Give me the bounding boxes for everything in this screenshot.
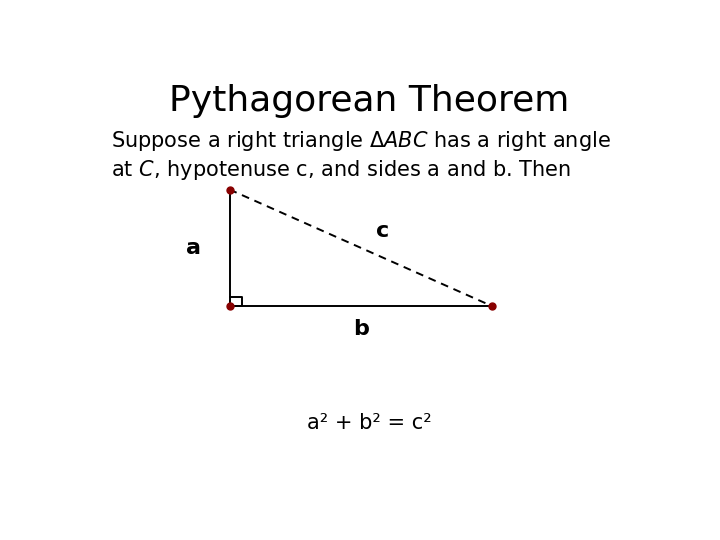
Text: a: a	[186, 238, 201, 258]
Text: Suppose a right triangle $\Delta\mathit{ABC}$ has a right angle: Suppose a right triangle $\Delta\mathit{…	[111, 129, 611, 153]
Text: at $\mathit{C}$, hypotenuse c, and sides a and b. Then: at $\mathit{C}$, hypotenuse c, and sides…	[111, 158, 571, 183]
Text: Pythagorean Theorem: Pythagorean Theorem	[168, 84, 570, 118]
Text: b: b	[353, 319, 369, 339]
Text: a² + b² = c²: a² + b² = c²	[307, 413, 431, 433]
Text: c: c	[377, 221, 390, 241]
